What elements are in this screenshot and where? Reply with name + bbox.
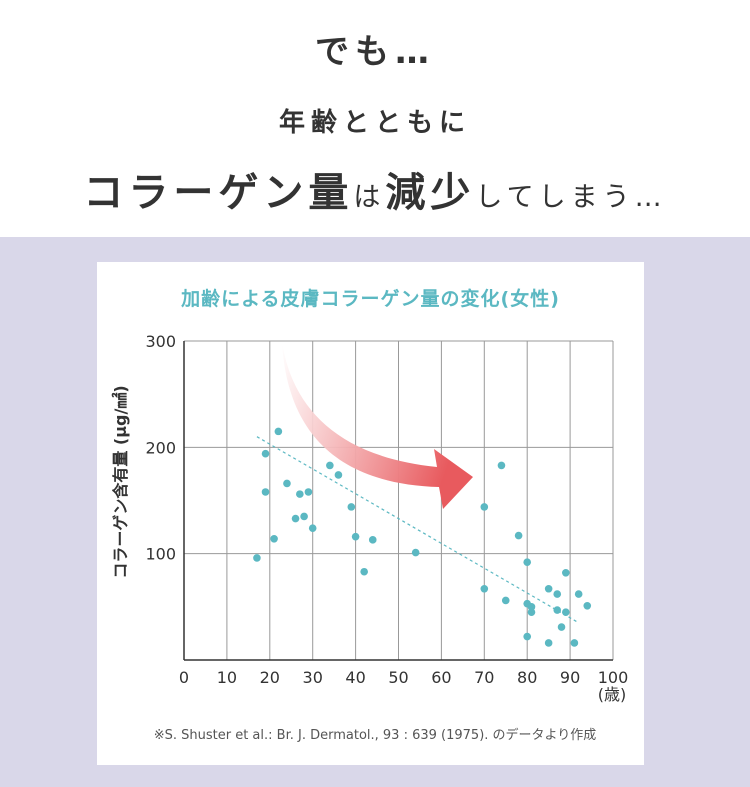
grid [184, 340, 614, 660]
axes: 0 10 20 30 40 50 60 70 80 90 100 100 200 300 [145, 332, 628, 687]
data-point [583, 601, 592, 610]
data-point [253, 554, 261, 562]
x-tick-label: 40 [345, 668, 365, 687]
decrease-arrow [282, 342, 473, 509]
trend-line [256, 436, 579, 624]
data-point [501, 596, 510, 605]
y-tick-label: 300 [145, 332, 176, 351]
data-point [360, 567, 368, 576]
x-tick-label: 20 [260, 668, 280, 687]
data-point [527, 608, 536, 616]
data-point [326, 461, 334, 470]
data-point [480, 584, 489, 593]
data-point [570, 639, 579, 647]
heading-ending: してしまう… [475, 182, 667, 213]
data-point [480, 503, 489, 511]
heading-particle: は [353, 182, 386, 213]
data-point [334, 471, 343, 479]
data-point [523, 558, 531, 566]
data-point [261, 449, 270, 458]
x-tick-label: 90 [560, 668, 580, 687]
data-point [411, 548, 420, 557]
data-point [553, 606, 562, 614]
x-axis-unit-label: (歳) [598, 685, 627, 704]
data-point [261, 488, 270, 496]
data-point [296, 490, 304, 498]
data-point [544, 639, 553, 647]
y-tick-label: 200 [145, 438, 176, 457]
data-point [514, 531, 523, 540]
data-point [304, 488, 313, 496]
data-point [283, 479, 291, 488]
data-points [253, 427, 592, 647]
x-tick-label: 10 [217, 668, 237, 687]
header-area: でも… 年齢とともに コラーゲン量は減少してしまう… [0, 0, 750, 237]
heading-line-2: 年齢とともに [278, 108, 471, 138]
x-tick-label: 50 [388, 668, 408, 687]
data-point [300, 512, 308, 521]
y-tick-label: 100 [145, 545, 176, 564]
heading-line-1: でも… [315, 32, 435, 72]
x-tick-label: 60 [431, 668, 451, 687]
data-point [497, 461, 506, 470]
data-point [308, 524, 317, 532]
y-axis-label: コラーゲン含有量 (μg/㎟) [111, 385, 130, 578]
heading-decrease: 減少 [385, 170, 476, 216]
data-point [574, 590, 583, 598]
data-point [553, 590, 562, 598]
heading-collagen: コラーゲン量 [83, 170, 354, 216]
scatter-chart: 0 10 20 30 40 50 60 70 80 90 100 100 200 300 コラーゲン含有量… [111, 332, 628, 704]
chart-card: 加齢による皮膚コラーゲン量の変化(女性) 0 10 20 30 40 50 60 70 80 90… [97, 262, 644, 765]
data-point [368, 536, 377, 544]
data-point [347, 503, 356, 511]
data-point [562, 608, 570, 616]
data-point [544, 584, 553, 593]
data-point [274, 427, 283, 436]
heading-line-3: コラーゲン量は減少してしまう… [0, 160, 750, 218]
data-point [270, 534, 278, 543]
x-tick-label: 100 [598, 668, 629, 687]
data-point [291, 514, 300, 523]
x-tick-label: 0 [179, 668, 189, 687]
x-tick-label: 70 [474, 668, 494, 687]
data-point [523, 632, 531, 641]
x-tick-label: 30 [303, 668, 323, 687]
source-note: ※S. Shuster et al.: Br. J. Dermatol., 93… [153, 728, 597, 743]
data-point [562, 569, 570, 577]
x-tick-label: 80 [517, 668, 537, 687]
data-point [527, 603, 536, 611]
data-point [557, 623, 566, 631]
chart-title: 加齢による皮膚コラーゲン量の変化(女性) [181, 288, 560, 310]
data-point [351, 532, 360, 541]
